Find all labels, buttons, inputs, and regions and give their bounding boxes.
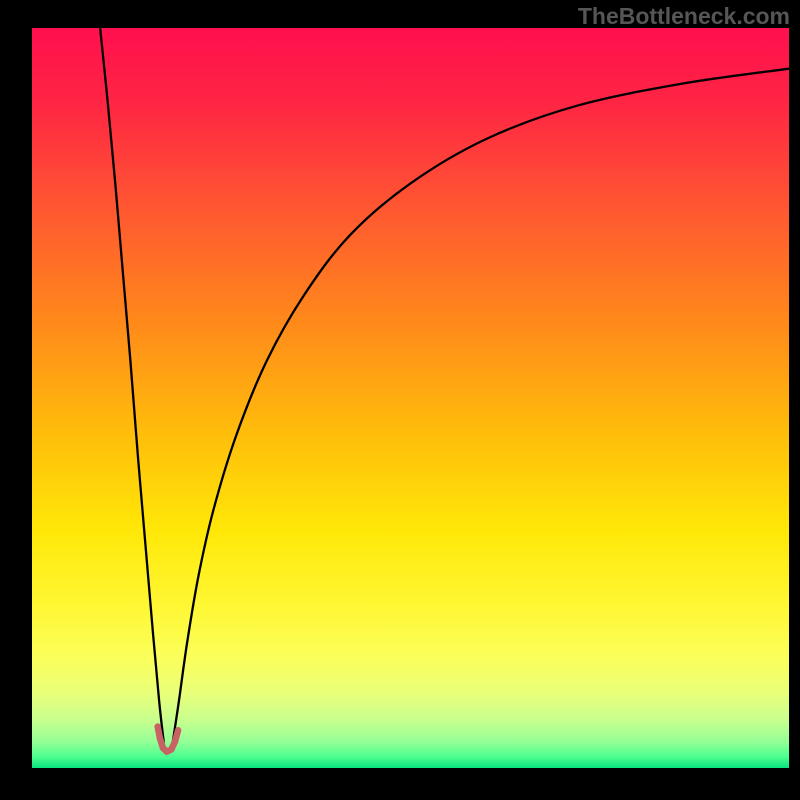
- curve-left-branch: [100, 28, 164, 742]
- watermark-text: TheBottleneck.com: [578, 3, 790, 30]
- curve-right-branch: [173, 69, 789, 742]
- dip-marker: [158, 727, 178, 752]
- curve-layer: [0, 0, 800, 800]
- dip-marker-segment: [175, 730, 178, 741]
- chart-container: TheBottleneck.com: [0, 0, 800, 800]
